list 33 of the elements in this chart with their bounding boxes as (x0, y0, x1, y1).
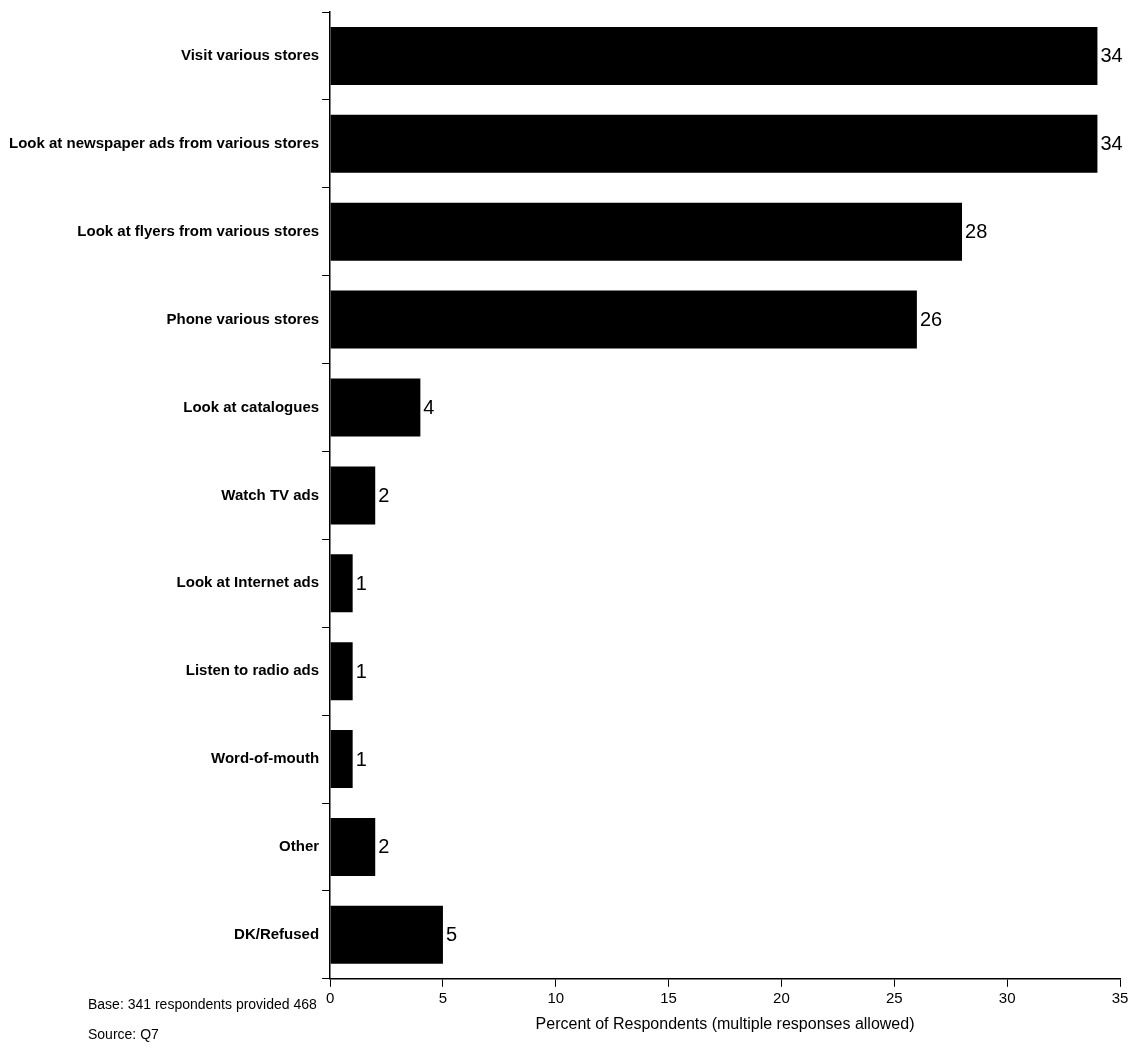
x-tick-label: 25 (885, 988, 903, 1006)
data-label: 1 (355, 659, 367, 682)
x-tick-label: 0 (325, 988, 335, 1006)
data-label: 1 (355, 571, 367, 594)
y-tick-label: Other (279, 837, 320, 855)
data-label: 34 (1100, 132, 1123, 155)
y-tick-label: Look at newspaper ads from various stores (9, 133, 320, 151)
x-tick-label: 15 (660, 988, 677, 1006)
x-tick-label: 35 (1111, 988, 1129, 1006)
x-tick-label: 30 (998, 988, 1016, 1006)
y-tick-label: Look at Internet ads (176, 573, 320, 591)
y-tick-label: Look at flyers from various stores (77, 221, 320, 239)
data-label: 1 (355, 747, 367, 770)
x-axis-title: Percent of Respondents (multiple responses allowed) (535, 1014, 915, 1032)
data-label: 4 (423, 396, 435, 419)
text: Base: 341 respondents provided 468 (88, 995, 318, 1012)
data-label: 5 (445, 923, 458, 946)
x-tick-label: 5 (438, 988, 448, 1006)
y-tick-label: Phone various stores (166, 309, 320, 327)
data-label: 2 (378, 483, 390, 506)
x-tick-label: 20 (773, 988, 790, 1006)
y-tick-label: DK/Refused (234, 925, 320, 942)
data-label: 34 (1100, 44, 1123, 67)
y-tick-label: Listen to radio ads (185, 661, 320, 679)
y-tick-label: Word-of-mouth (211, 749, 320, 767)
y-tick-label: Look at catalogues (183, 397, 320, 415)
source-note: Source: Q7 (88, 1025, 160, 1042)
data-label: 26 (919, 308, 943, 331)
data-label: 2 (378, 835, 390, 858)
x-tick-label: 10 (547, 988, 565, 1006)
y-tick-label: Visit various stores (180, 46, 320, 64)
y-tick-label: Watch TV ads (221, 485, 320, 503)
data-label: 28 (965, 220, 988, 243)
